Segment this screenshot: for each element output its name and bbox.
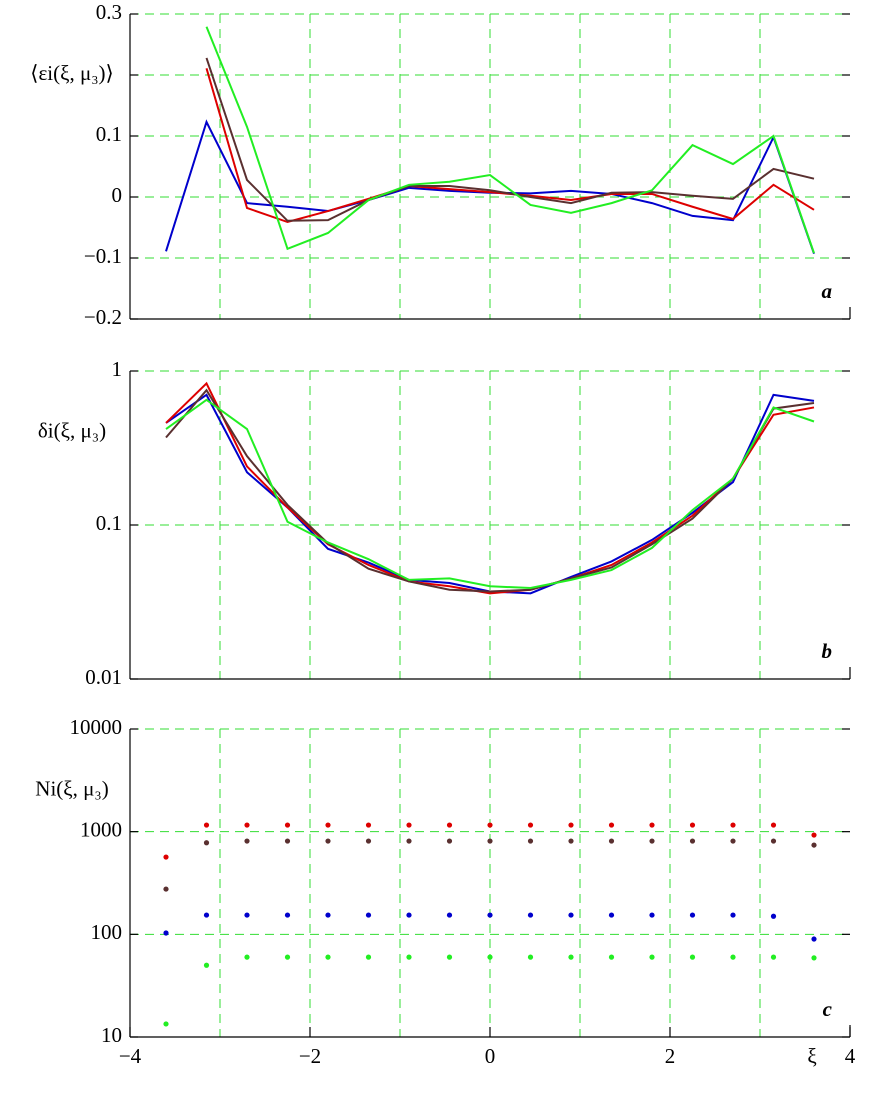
series-line: [165, 381, 815, 595]
data-point: [608, 912, 615, 918]
data-point: [406, 822, 412, 828]
data-point: [446, 912, 453, 918]
y-tick-label: −0.1: [84, 244, 122, 268]
data-point: [770, 838, 777, 844]
data-point: [487, 954, 493, 960]
data-point: [284, 838, 291, 844]
y-tick-label: 0.3: [96, 0, 122, 24]
data-point: [163, 886, 169, 892]
panel-letter: c: [823, 997, 833, 1021]
data-point: [446, 822, 453, 828]
data-point: [811, 936, 817, 942]
data-point: [770, 954, 777, 960]
y-tick-label: 10000: [70, 715, 123, 739]
y-tick-label: 0.01: [85, 665, 122, 689]
data-point: [770, 822, 777, 828]
data-point: [325, 838, 331, 844]
data-point: [811, 955, 817, 961]
data-point: [568, 954, 574, 960]
y-tick-label: −0.2: [84, 305, 122, 329]
data-point: [730, 912, 736, 918]
panel-letter: a: [822, 279, 833, 303]
data-point: [649, 822, 655, 828]
y-tick-label: 0.1: [96, 511, 122, 535]
data-point: [649, 838, 655, 844]
y-tick-label: 10: [101, 1023, 122, 1047]
data-point: [770, 913, 777, 919]
data-point: [365, 912, 372, 918]
data-point: [446, 954, 453, 960]
data-point: [568, 912, 574, 918]
data-point: [203, 912, 210, 918]
data-point: [325, 954, 331, 960]
data-point: [406, 912, 412, 918]
data-point: [568, 838, 574, 844]
x-tick-label: −2: [299, 1044, 321, 1068]
data-point: [203, 962, 210, 968]
data-point: [527, 822, 534, 828]
x-tick-label: −4: [119, 1044, 142, 1068]
data-point: [163, 854, 169, 860]
data-point: [487, 912, 493, 918]
x-tick-label: 4: [845, 1044, 856, 1068]
data-point: [365, 822, 372, 828]
data-point: [203, 840, 210, 846]
data-point: [244, 912, 250, 918]
data-point: [527, 838, 534, 844]
data-point: [365, 838, 372, 844]
series-line: [205, 26, 815, 254]
data-point: [203, 822, 210, 828]
data-point: [284, 822, 291, 828]
data-point: [608, 954, 615, 960]
data-point: [689, 822, 696, 828]
y-tick-label: 1: [112, 357, 123, 381]
x-tick-label: 0: [485, 1044, 496, 1068]
series-line: [165, 398, 815, 589]
data-point: [649, 954, 655, 960]
data-point: [730, 838, 736, 844]
data-point: [325, 912, 331, 918]
data-point: [568, 822, 574, 828]
series-line: [205, 57, 815, 222]
data-point: [487, 822, 493, 828]
data-point: [730, 954, 736, 960]
data-point: [244, 822, 250, 828]
panel-letter: b: [822, 639, 833, 663]
y-tick-label: 0.1: [96, 122, 122, 146]
data-point: [244, 954, 250, 960]
data-point: [284, 954, 291, 960]
y-tick-label: 0: [112, 183, 123, 207]
data-point: [689, 838, 696, 844]
data-point: [163, 930, 169, 936]
data-point: [406, 838, 412, 844]
y-axis-label: ⟨εi(ξ, μ₃)⟩: [30, 61, 113, 85]
data-point: [163, 1021, 169, 1027]
data-point: [244, 838, 250, 844]
x-axis-label: ξ: [807, 1044, 816, 1068]
x-tick-label: 2: [665, 1044, 676, 1068]
data-point: [325, 822, 331, 828]
data-point: [487, 838, 493, 844]
data-point: [446, 838, 453, 844]
data-point: [811, 842, 817, 848]
data-point: [608, 838, 615, 844]
data-point: [730, 822, 736, 828]
data-point: [527, 912, 534, 918]
data-point: [689, 912, 696, 918]
data-point: [689, 954, 696, 960]
data-point: [527, 954, 534, 960]
data-point: [365, 954, 372, 960]
data-point: [649, 912, 655, 918]
y-axis-label: δi(ξ, μ₃): [38, 418, 106, 442]
data-point: [284, 912, 291, 918]
y-axis-label: Ni(ξ, μ₃): [35, 776, 108, 800]
y-tick-label: 100: [91, 920, 123, 944]
y-tick-label: 1000: [80, 817, 122, 841]
data-point: [608, 822, 615, 828]
data-point: [811, 832, 817, 838]
data-point: [406, 954, 412, 960]
